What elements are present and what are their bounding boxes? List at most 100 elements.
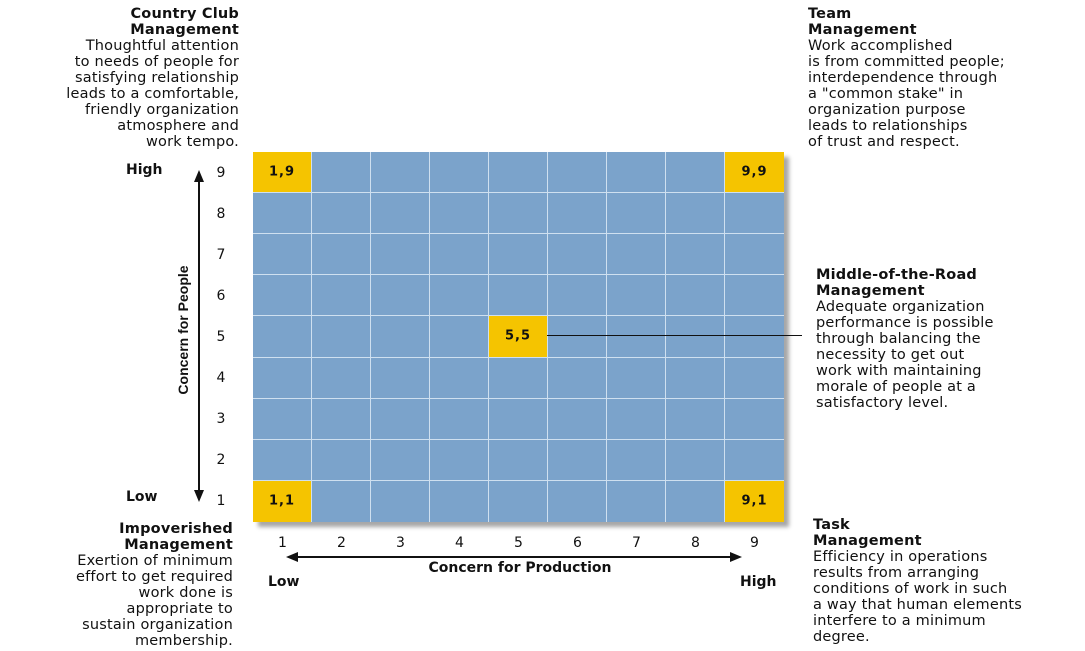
highlight-cell: 9,1 bbox=[725, 480, 784, 522]
country-club-description: Country Club Management Thoughtful atten… bbox=[10, 6, 239, 150]
x-tick-label: 8 bbox=[691, 535, 700, 551]
grid-cell bbox=[666, 193, 725, 235]
country-club-body: Thoughtful attention to needs of people … bbox=[66, 38, 239, 150]
grid-cell bbox=[666, 316, 725, 358]
grid-cell bbox=[430, 439, 489, 481]
grid-cell bbox=[607, 275, 666, 317]
x-axis-line bbox=[296, 556, 732, 558]
grid-cell bbox=[725, 193, 784, 235]
task-body: Efficiency in operations results from ar… bbox=[813, 549, 1023, 645]
middle-road-description: Middle-of-the-Road Management Adequate o… bbox=[816, 267, 1076, 411]
grid-cell bbox=[312, 398, 371, 440]
grid-cell bbox=[725, 316, 784, 358]
grid-cell bbox=[312, 234, 371, 276]
grid-cell bbox=[548, 480, 607, 522]
y-tick-label: 8 bbox=[216, 205, 226, 222]
y-axis-title: Concern for People bbox=[175, 265, 191, 395]
highlight-cell: 5,5 bbox=[489, 316, 548, 358]
grid-cell bbox=[489, 357, 548, 399]
grid-cell bbox=[371, 357, 430, 399]
x-tick-label: 2 bbox=[337, 535, 346, 551]
grid-cell bbox=[371, 275, 430, 317]
cell-label: 9,9 bbox=[741, 164, 768, 180]
cell-label: 1,9 bbox=[268, 164, 296, 180]
grid-cell bbox=[607, 234, 666, 276]
arrow-down-icon bbox=[194, 490, 204, 502]
grid-cell bbox=[725, 358, 784, 399]
x-tick-label: 3 bbox=[396, 535, 405, 551]
x-tick-label: 5 bbox=[514, 535, 523, 551]
grid-cell bbox=[489, 398, 548, 440]
grid-cell bbox=[607, 439, 666, 481]
grid-cell bbox=[548, 275, 607, 317]
x-low-label: Low bbox=[268, 574, 300, 590]
grid-cell bbox=[371, 316, 430, 358]
managerial-grid: 1,9 9,9 5,5 1,1 9,1 bbox=[253, 152, 784, 522]
grid-cell bbox=[607, 398, 666, 440]
cell-label: 9,1 bbox=[741, 493, 768, 509]
grid-cell bbox=[253, 357, 312, 399]
grid-cell bbox=[725, 440, 784, 481]
grid-cell bbox=[666, 275, 725, 317]
team-body: Work accomplished is from committed peop… bbox=[808, 38, 1005, 150]
y-tick-label: 3 bbox=[216, 411, 226, 428]
grid-cell bbox=[548, 439, 607, 481]
cell-label: 1,1 bbox=[268, 493, 296, 509]
x-tick-label: 7 bbox=[632, 535, 641, 551]
task-title: Task Management bbox=[813, 517, 922, 549]
grid-cell bbox=[312, 152, 371, 194]
grid-cell bbox=[430, 357, 489, 399]
grid-cell bbox=[548, 193, 607, 235]
highlight-cell: 9,9 bbox=[725, 152, 784, 194]
y-tick-label: 2 bbox=[216, 452, 226, 469]
leader-line bbox=[547, 335, 802, 336]
x-high-label: High bbox=[740, 574, 777, 590]
grid-cell bbox=[607, 480, 666, 522]
y-tick-label: 6 bbox=[216, 287, 226, 304]
grid-cell bbox=[607, 193, 666, 235]
grid-cell bbox=[371, 398, 430, 440]
grid-cell bbox=[253, 234, 312, 276]
grid-cell bbox=[489, 439, 548, 481]
middle-road-title: Middle-of-the-Road Management bbox=[816, 267, 978, 299]
grid-cell bbox=[371, 152, 430, 194]
impoverished-title: Impoverished Management bbox=[119, 521, 233, 553]
x-tick-label: 9 bbox=[750, 535, 759, 551]
grid-cell bbox=[725, 234, 784, 276]
grid-cell bbox=[253, 193, 312, 235]
team-description: Team Management Work accomplished is fro… bbox=[808, 6, 1078, 150]
y-tick-label: 1 bbox=[216, 493, 226, 510]
grid-cell bbox=[312, 275, 371, 317]
grid-cell bbox=[312, 357, 371, 399]
grid-cell bbox=[253, 275, 312, 317]
grid-cell bbox=[548, 152, 607, 194]
impoverished-body: Exertion of minimum effort to get requir… bbox=[76, 553, 233, 649]
middle-road-body: Adequate organization performance is pos… bbox=[816, 299, 994, 411]
arrow-left-icon bbox=[286, 552, 298, 562]
x-tick-label: 4 bbox=[455, 535, 464, 551]
grid-cell bbox=[489, 480, 548, 522]
x-axis-title: Concern for Production bbox=[428, 560, 612, 576]
grid-cell bbox=[371, 193, 430, 235]
impoverished-description: Impoverished Management Exertion of mini… bbox=[10, 521, 233, 649]
y-tick-label: 4 bbox=[216, 370, 226, 387]
grid-cell bbox=[312, 480, 371, 522]
y-tick-label: 9 bbox=[216, 164, 226, 181]
y-low-label: Low bbox=[126, 489, 158, 505]
grid-cell bbox=[607, 152, 666, 194]
grid-cell bbox=[666, 357, 725, 399]
grid-cell bbox=[666, 152, 725, 194]
task-description: Task Management Efficiency in operations… bbox=[813, 517, 1083, 645]
highlight-cell: 1,1 bbox=[253, 480, 312, 522]
grid-cell bbox=[430, 398, 489, 440]
grid-cell bbox=[253, 439, 312, 481]
grid-cell bbox=[607, 357, 666, 399]
y-axis-line bbox=[198, 180, 200, 492]
arrow-right-icon bbox=[730, 552, 742, 562]
grid-cell bbox=[666, 439, 725, 481]
cell-label: 5,5 bbox=[504, 328, 532, 344]
grid-cell bbox=[725, 399, 784, 440]
x-tick-label: 6 bbox=[573, 535, 582, 551]
grid-cell bbox=[548, 398, 607, 440]
grid-cell bbox=[430, 152, 489, 194]
